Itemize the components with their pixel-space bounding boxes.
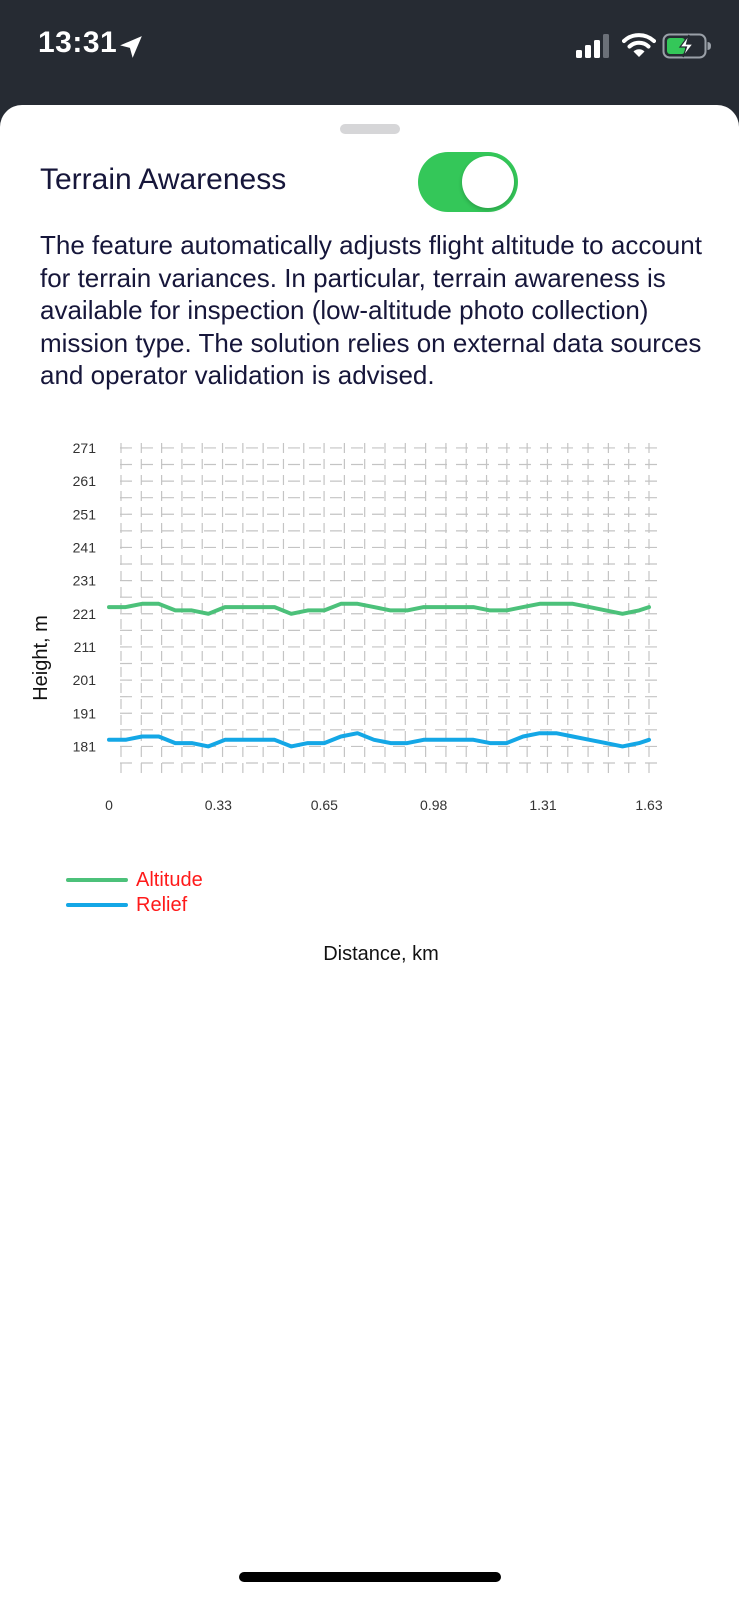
- y-tick-label: 201: [73, 672, 97, 688]
- x-tick-label: 0.65: [311, 797, 338, 813]
- y-tick-label: 211: [74, 639, 97, 655]
- y-tick-label: 241: [73, 539, 97, 555]
- status-bar: 13:31: [0, 0, 739, 100]
- x-axis-label: Distance, km: [323, 943, 439, 965]
- legend-item-altitude: Altitude: [66, 867, 203, 893]
- y-tick-label: 181: [73, 738, 97, 754]
- y-tick-label: 251: [73, 506, 97, 522]
- x-tick-label: 0: [105, 797, 113, 813]
- height-profile-chart: 271 261 251 241 231 221 211 201 191 181 0 0.33 0.65…: [30, 440, 663, 965]
- x-tick-label: 0.33: [205, 797, 232, 813]
- x-tick-label: 1.63: [635, 797, 662, 813]
- x-tick-label: 1.31: [529, 797, 556, 813]
- sheet-grabber[interactable]: [340, 124, 400, 134]
- legend-altitude-label: Altitude: [136, 868, 203, 891]
- y-tick-label: 261: [73, 473, 97, 489]
- series-line-altitude: [107, 601, 651, 616]
- legend-item-relief: Relief: [66, 892, 187, 918]
- x-tick-labels: 0 0.33 0.65 0.98 1.31 1.63: [105, 797, 663, 813]
- terrain-awareness-description: The feature automatically adjusts flight…: [40, 230, 702, 391]
- cellular-signal-icon: [576, 34, 609, 58]
- legend-altitude-swatch: [66, 878, 128, 882]
- status-time: 13:31: [38, 26, 118, 59]
- y-tick-label: 231: [73, 573, 97, 589]
- y-tick-labels: 271 261 251 241 231 221 211 201 191 181: [73, 440, 97, 754]
- toggle-knob: [462, 156, 514, 208]
- terrain-awareness-sheet: Terrain Awareness The feature automatica…: [0, 105, 739, 1600]
- legend-relief-swatch: [66, 903, 128, 907]
- y-tick-label: 271: [73, 440, 97, 456]
- location-arrow-icon: [120, 36, 142, 58]
- home-indicator[interactable]: [239, 1572, 501, 1582]
- terrain-awareness-toggle[interactable]: [418, 152, 518, 212]
- y-tick-label: 191: [73, 705, 97, 721]
- y-tick-label: 221: [73, 606, 97, 622]
- terrain-awareness-title: Terrain Awareness: [40, 163, 287, 196]
- x-tick-label: 0.98: [420, 797, 447, 813]
- series-line-relief: [107, 731, 651, 749]
- wifi-icon: [622, 33, 656, 57]
- chart-series: [107, 601, 651, 749]
- battery-charging-icon: [662, 33, 711, 59]
- legend-relief-label: Relief: [136, 893, 188, 916]
- y-axis-label: Height, m: [30, 615, 52, 701]
